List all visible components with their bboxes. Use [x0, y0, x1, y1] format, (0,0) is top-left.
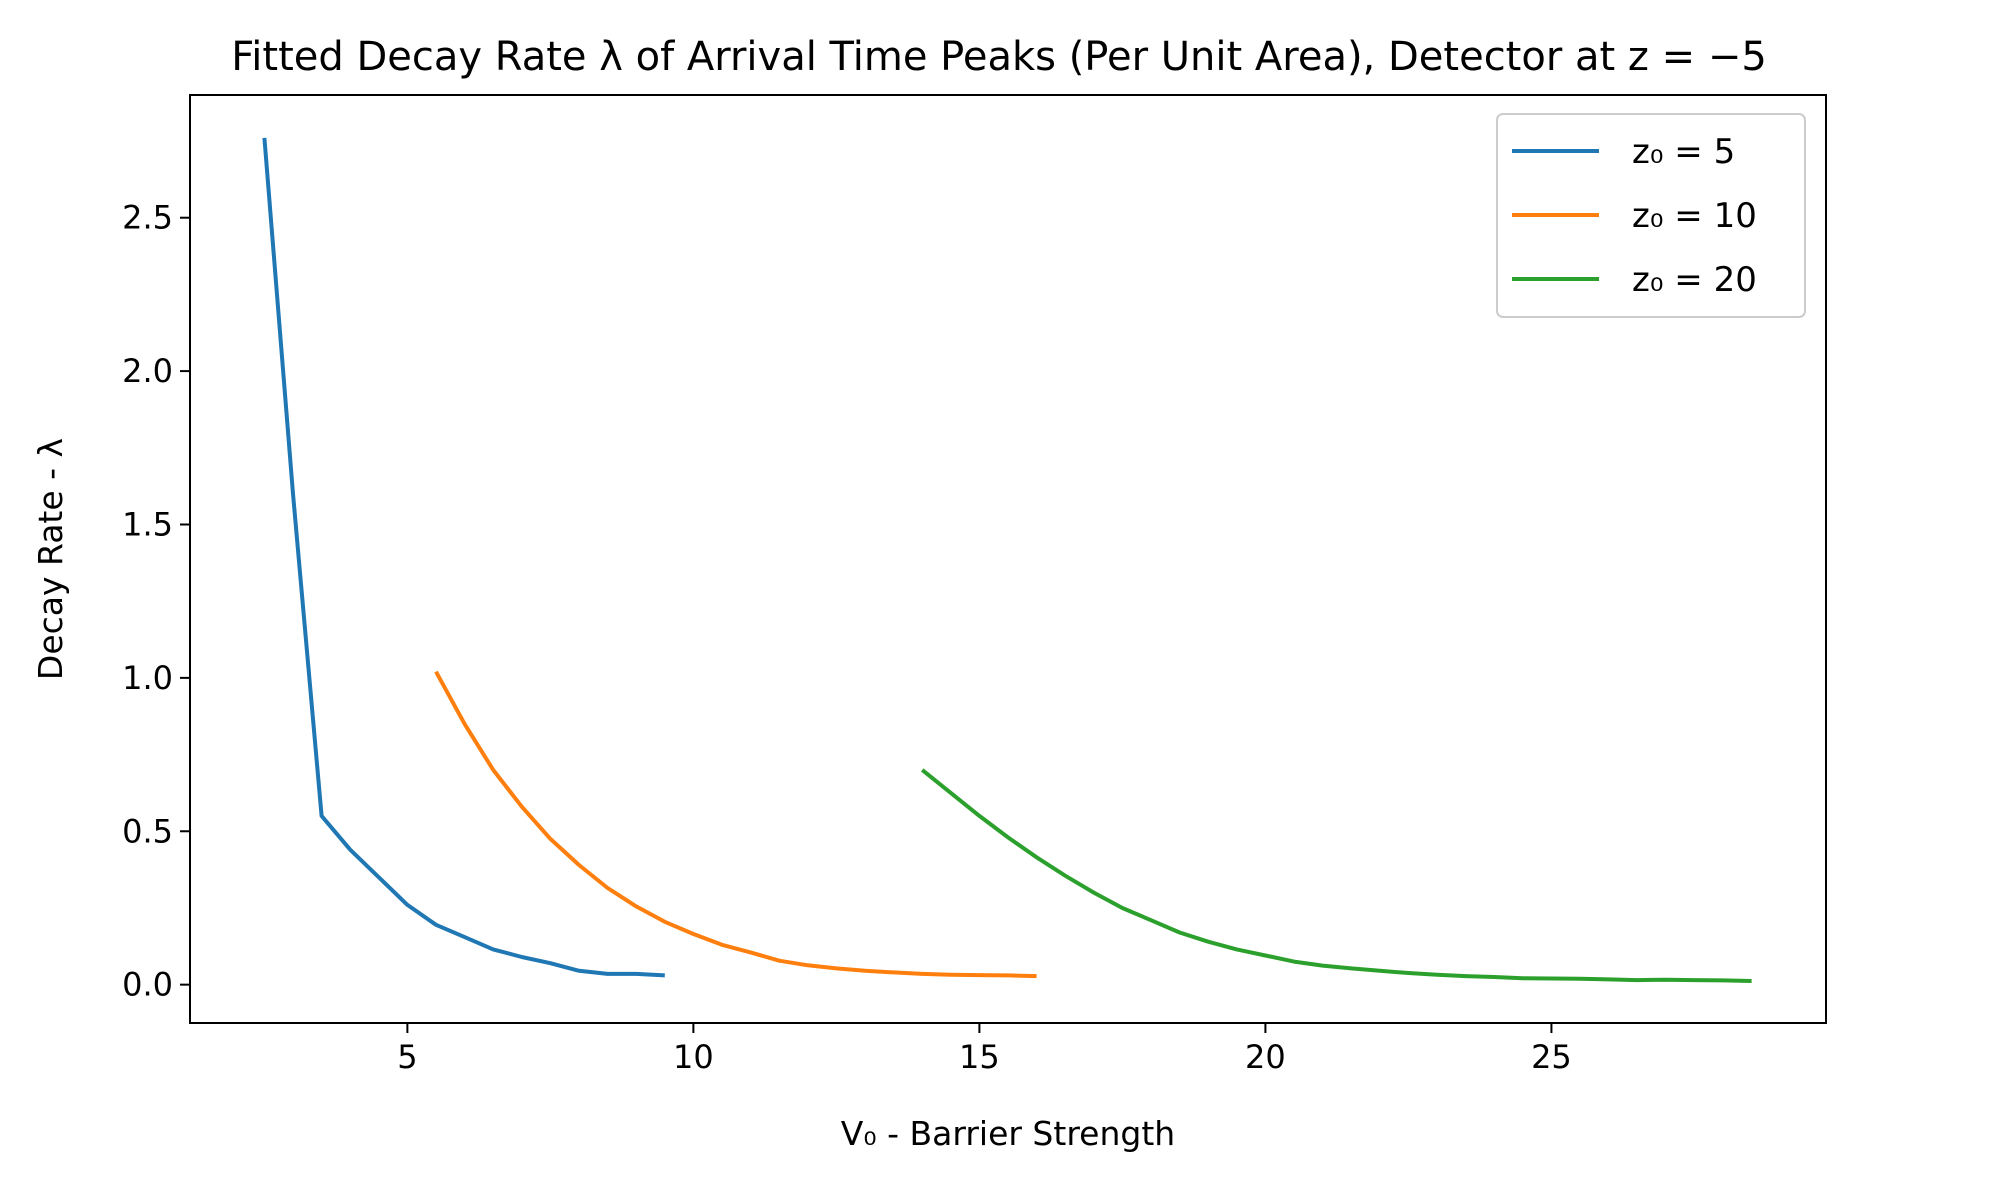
plot-frame [189, 94, 1827, 1024]
legend-label-2: z₀ = 10 [1632, 196, 1757, 236]
y-tick-label: 0.0 [122, 966, 173, 1004]
legend-label-1: z₀ = 5 [1632, 132, 1735, 172]
chart-title: Fitted Decay Rate λ of Arrival Time Peak… [231, 34, 1767, 80]
x-tick-label: 20 [1245, 1038, 1286, 1076]
legend-box [1496, 113, 1806, 318]
x-tick-label: 15 [959, 1038, 1000, 1076]
y-tick-label: 2.5 [122, 199, 173, 237]
y-tick-label: 1.5 [122, 505, 173, 543]
y-tick-label: 0.5 [122, 812, 173, 850]
x-tick-label: 25 [1531, 1038, 1572, 1076]
x-tick-label: 5 [397, 1038, 417, 1076]
y-tick-label: 2.0 [122, 352, 173, 390]
series-line-2 [434, 670, 1037, 979]
x-tick-label: 10 [673, 1038, 714, 1076]
legend: z₀ = 5 z₀ = 10 z₀ = 20 [1496, 113, 1806, 318]
y-axis-label: Decay Rate - λ [31, 438, 70, 680]
x-axis-label: V₀ - Barrier Strength [841, 1114, 1175, 1153]
series-line-3 [920, 768, 1752, 983]
legend-label-3: z₀ = 20 [1632, 260, 1757, 300]
plot-area [262, 137, 1752, 983]
axis-ticks: 5 10 15 20 25 0.0 0.5 1.0 1.5 2.0 2.5 [122, 199, 1572, 1076]
y-tick-label: 1.0 [122, 659, 173, 697]
series-line-1 [262, 137, 665, 978]
